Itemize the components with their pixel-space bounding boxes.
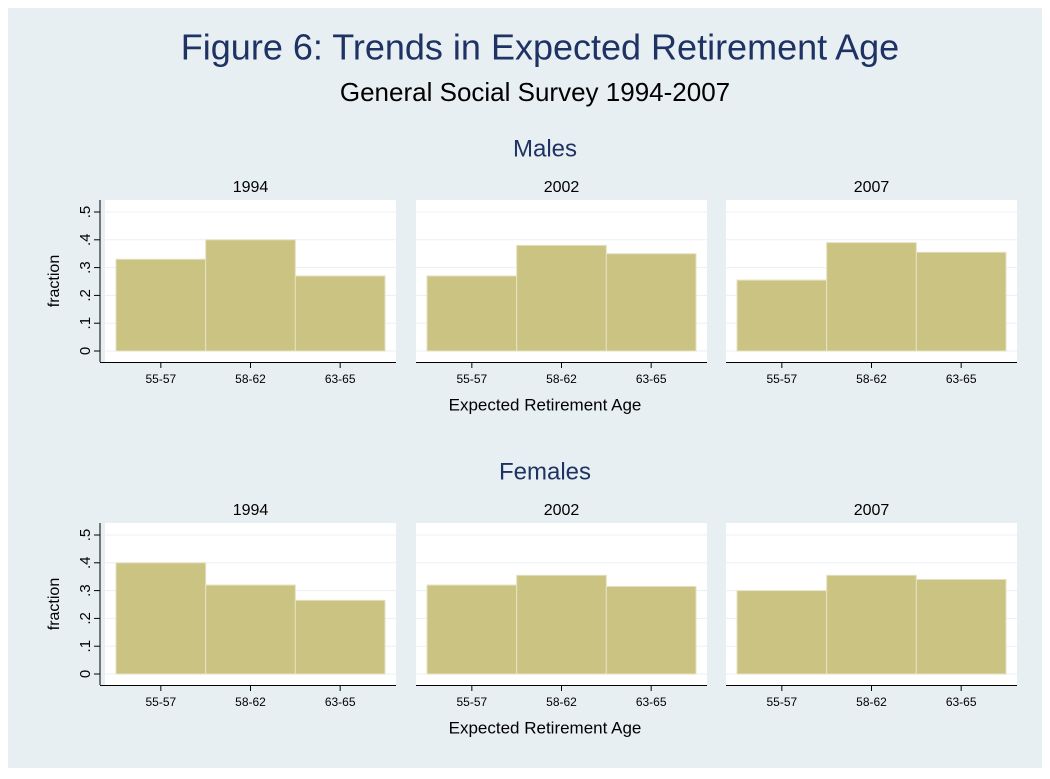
bar bbox=[426, 275, 518, 352]
group-title: Females bbox=[499, 458, 591, 485]
y-tick-label: 0 bbox=[77, 347, 94, 355]
x-axis-label: Expected Retirement Age bbox=[449, 395, 642, 414]
group-title: Males bbox=[513, 135, 577, 162]
y-tick-label: .2 bbox=[77, 612, 94, 625]
panel-title: 2002 bbox=[544, 179, 580, 196]
x-tick-label: 55-57 bbox=[145, 372, 176, 386]
bar bbox=[915, 578, 1007, 675]
x-tick-label: 63-65 bbox=[636, 695, 667, 709]
bar bbox=[205, 584, 296, 675]
bar bbox=[915, 251, 1007, 352]
y-tick-label: .1 bbox=[77, 317, 94, 330]
y-tick-label: .3 bbox=[77, 261, 94, 274]
bar bbox=[294, 599, 386, 675]
bar bbox=[115, 562, 207, 675]
x-tick-label: 55-57 bbox=[766, 372, 797, 386]
panel-title: 2002 bbox=[544, 502, 580, 519]
x-tick-label: 58-62 bbox=[235, 695, 266, 709]
panel-title: 1994 bbox=[233, 179, 269, 196]
bar bbox=[426, 584, 518, 675]
y-axis-label: fraction bbox=[46, 578, 63, 630]
x-tick-label: 58-62 bbox=[856, 695, 887, 709]
bar bbox=[605, 585, 697, 675]
bar bbox=[205, 239, 296, 352]
x-tick-label: 55-57 bbox=[145, 695, 176, 709]
bar bbox=[826, 574, 917, 675]
x-tick-label: 58-62 bbox=[546, 695, 577, 709]
panel-title: 2007 bbox=[854, 502, 890, 519]
bar bbox=[516, 244, 607, 352]
bar bbox=[736, 279, 828, 352]
x-tick-label: 63-65 bbox=[325, 372, 356, 386]
y-tick-label: .2 bbox=[77, 289, 94, 302]
bar bbox=[826, 242, 917, 352]
bar bbox=[516, 574, 607, 675]
x-axis-label: Expected Retirement Age bbox=[449, 718, 642, 737]
x-tick-label: 55-57 bbox=[456, 372, 487, 386]
x-tick-label: 55-57 bbox=[766, 695, 797, 709]
chart-title: Figure 6: Trends in Expected Retirement … bbox=[181, 27, 899, 68]
x-tick-label: 63-65 bbox=[946, 695, 977, 709]
x-tick-label: 58-62 bbox=[856, 372, 887, 386]
y-tick-label: 0 bbox=[77, 670, 94, 678]
y-tick-label: .4 bbox=[77, 234, 94, 247]
y-tick-label: .5 bbox=[77, 529, 94, 542]
y-tick-label: .1 bbox=[77, 640, 94, 653]
bar bbox=[605, 253, 697, 352]
chart-subtitle: General Social Survey 1994-2007 bbox=[340, 77, 730, 107]
x-tick-label: 58-62 bbox=[235, 372, 266, 386]
bar bbox=[294, 275, 386, 352]
panel-title: 1994 bbox=[233, 502, 269, 519]
y-tick-label: .4 bbox=[77, 557, 94, 570]
y-tick-label: .3 bbox=[77, 584, 94, 597]
x-tick-label: 63-65 bbox=[946, 372, 977, 386]
x-tick-label: 55-57 bbox=[456, 695, 487, 709]
x-tick-label: 58-62 bbox=[546, 372, 577, 386]
x-tick-label: 63-65 bbox=[636, 372, 667, 386]
y-axis-label: fraction bbox=[46, 255, 63, 307]
bar bbox=[115, 258, 207, 352]
panel-title: 2007 bbox=[854, 179, 890, 196]
bar bbox=[736, 590, 828, 675]
y-tick-label: .5 bbox=[77, 206, 94, 219]
x-tick-label: 63-65 bbox=[325, 695, 356, 709]
